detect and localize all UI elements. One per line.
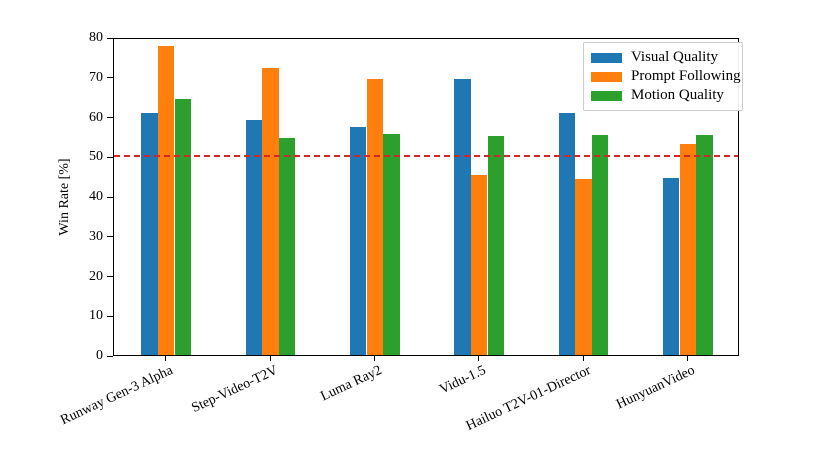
y-tick-mark [107,276,113,277]
bar-motion-quality-3 [383,134,400,355]
visual-quality-swatch-icon [591,52,622,63]
bar-prompt-following-3 [366,78,384,355]
bar-prompt-following-5 [575,178,592,355]
x-tick-label: Luma Ray2 [318,363,385,405]
bar-motion-quality-1 [174,99,192,355]
y-tick-mark [107,77,113,79]
bar-motion-quality-6 [696,134,713,355]
x-tick-mark [686,356,688,361]
legend-label: Visual Quality [631,49,719,65]
x-tick-mark [373,356,375,361]
plot-area [113,38,739,356]
y-tick-mark [107,196,113,198]
bar-prompt-following-4 [470,174,488,355]
x-tick-label: Runway Gen-3 Alpha [58,363,176,429]
bar-prompt-following-1 [157,45,175,355]
y-tick-mark [107,156,113,158]
y-tick-label: 10 [89,308,103,324]
reference-line-50-percent [114,155,738,158]
y-tick-mark [107,355,113,357]
y-tick-mark [107,315,113,317]
legend: Visual Quality Prompt Following Motion Q… [583,42,743,111]
y-tick-label: 50 [89,149,103,165]
legend-item-motion-quality: Motion Quality [591,86,734,105]
y-tick-label: 0 [96,348,103,363]
y-tick-mark [107,117,113,118]
bar-motion-quality-5 [591,134,609,355]
y-tick-label: 60 [89,109,103,125]
bar-visual-quality-4 [454,78,471,355]
bar-visual-quality-5 [558,112,576,355]
y-tick-label: 30 [89,228,103,244]
legend-label: Prompt Following [631,68,741,84]
bar-visual-quality-6 [662,178,680,355]
legend-item-prompt-following: Prompt Following [591,67,741,86]
y-tick-label: 80 [89,30,103,45]
bar-visual-quality-2 [245,119,263,355]
bar-prompt-following-6 [679,143,697,355]
y-tick-label: 70 [89,69,103,85]
x-tick-mark [165,356,167,361]
bar-motion-quality-2 [278,137,296,355]
y-tick-mark [107,37,113,39]
y-tick-label: 20 [89,268,103,284]
bar-prompt-following-2 [262,68,279,355]
bar-motion-quality-4 [487,135,505,355]
bar-visual-quality-3 [349,126,367,355]
legend-item-visual-quality: Visual Quality [591,48,734,67]
y-tick-mark [107,236,113,238]
motion-quality-swatch-icon [591,90,622,101]
y-tick-label: 40 [89,189,103,204]
prompt-following-swatch-icon [591,71,622,82]
x-tick-mark [582,356,584,361]
x-tick-mark [269,356,271,361]
x-tick-label: Step-Video-T2V [188,363,280,417]
x-tick-label: Vidu-1.5 [437,363,489,398]
bar-visual-quality-1 [141,112,158,355]
x-tick-label: HunyuanVideo [614,363,698,413]
x-tick-mark [478,356,480,361]
legend-label: Motion Quality [631,87,724,103]
